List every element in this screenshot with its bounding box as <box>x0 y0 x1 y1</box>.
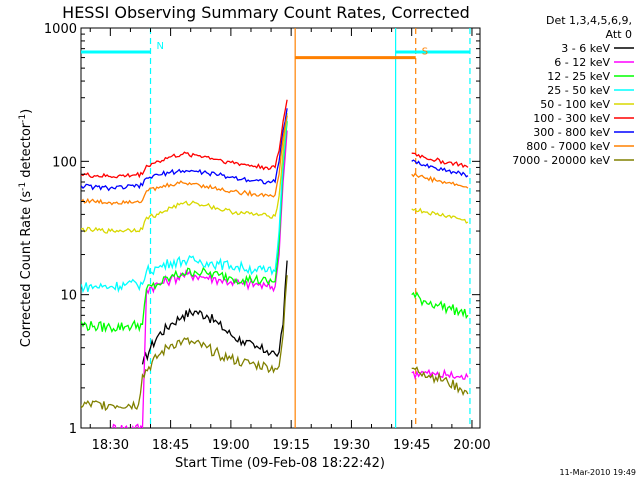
legend-entry-label: 7000 - 20000 keV <box>512 154 610 167</box>
legend-entry-label: 800 - 7000 keV <box>526 140 610 153</box>
legend-entry-label: 50 - 100 keV <box>540 98 610 111</box>
legend-header-line1: Det 1,3,4,5,6,9, <box>546 14 632 27</box>
y-axis-label: Corrected Count Rate (s-1 detector-1) <box>18 109 34 347</box>
y-axis: 1 10 100 1000 <box>44 22 480 437</box>
series-line-0 <box>141 260 288 365</box>
series-line-5 <box>81 99 469 179</box>
legend-entry-label: 3 - 6 keV <box>561 42 610 55</box>
x-tick-label: 19:45 <box>393 438 430 453</box>
legend-entry-label: 300 - 800 keV <box>533 126 610 139</box>
x-tick-label: 18:45 <box>152 438 189 453</box>
x-tick-label: 19:15 <box>272 438 309 453</box>
flag-label-s: S <box>422 47 428 58</box>
footer-date: 11-Mar-2010 19:49 <box>560 468 637 477</box>
chart-title: HESSI Observing Summary Count Rates, Cor… <box>62 3 470 22</box>
legend-entry-label: 25 - 50 keV <box>547 84 610 97</box>
x-tick-label: 18:30 <box>92 438 129 453</box>
series-line-2 <box>81 121 469 334</box>
legend-header-line2: Att 0 <box>606 28 632 41</box>
x-axis: 18:30 18:45 19:00 19:15 19:30 19:45 20:00 <box>89 28 491 453</box>
series-line-8 <box>81 275 469 412</box>
x-tick-label: 19:00 <box>212 438 249 453</box>
legend-entry-label: 6 - 12 keV <box>554 56 610 69</box>
legend-entry-label: 12 - 25 keV <box>547 70 610 83</box>
observing-flags: NS <box>81 41 470 60</box>
x-axis-label: Start Time (09-Feb-08 18:22:42) <box>175 456 385 471</box>
series-lines <box>81 99 469 428</box>
y-tick-label: 1 <box>69 422 77 437</box>
x-tick-label: 20:00 <box>453 438 490 453</box>
series-line-4 <box>81 113 469 234</box>
time-markers <box>149 28 471 428</box>
series-line-7 <box>81 115 469 206</box>
legend-entry-label: 100 - 300 keV <box>533 112 610 125</box>
y-tick-label: 1000 <box>44 22 77 37</box>
flag-label-n: N <box>157 41 164 52</box>
y-tick-label: 10 <box>60 289 77 304</box>
series-line-6 <box>81 108 469 192</box>
series-line-3 <box>81 115 288 294</box>
x-tick-label: 19:30 <box>333 438 370 453</box>
y-tick-label: 100 <box>52 155 77 170</box>
